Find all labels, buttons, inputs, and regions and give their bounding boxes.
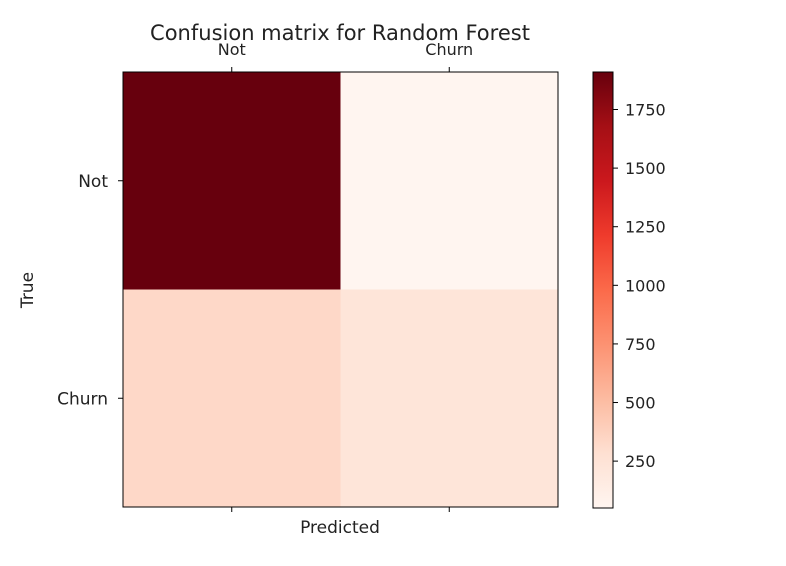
y-axis-label: True: [18, 272, 38, 309]
colorbar-tick-label: 1250: [625, 218, 666, 237]
y-axis-ticks: Not Churn: [57, 172, 123, 409]
x-tick-label: Not: [218, 40, 246, 59]
y-tick-label: Churn: [57, 389, 108, 409]
heatmap-cell: [123, 289, 341, 507]
colorbar-tick-label: 1500: [625, 159, 666, 178]
y-tick-label: Not: [78, 172, 108, 192]
colorbar: [592, 71, 614, 509]
colorbar-tick-label: 750: [625, 335, 656, 354]
heatmap-cell: [340, 72, 558, 290]
colorbar-tick-label: 250: [625, 452, 656, 471]
heatmap-cells: [123, 72, 558, 507]
x-axis-label: Predicted: [300, 518, 380, 538]
chart-title: Confusion matrix for Random Forest: [150, 21, 530, 45]
x-tick-label: Churn: [425, 40, 473, 59]
heatmap-cell: [123, 72, 341, 290]
x-axis-ticks: Not Churn: [218, 40, 473, 512]
colorbar-tick-label: 1000: [625, 276, 666, 295]
colorbar-tick-label: 500: [625, 394, 656, 413]
colorbar-ticks: 250 500 750 1000 1250 1500 1750: [613, 101, 666, 471]
heatmap-cell: [340, 289, 558, 507]
plot-frame: [122, 71, 559, 508]
colorbar-tick-label: 1750: [625, 101, 666, 120]
